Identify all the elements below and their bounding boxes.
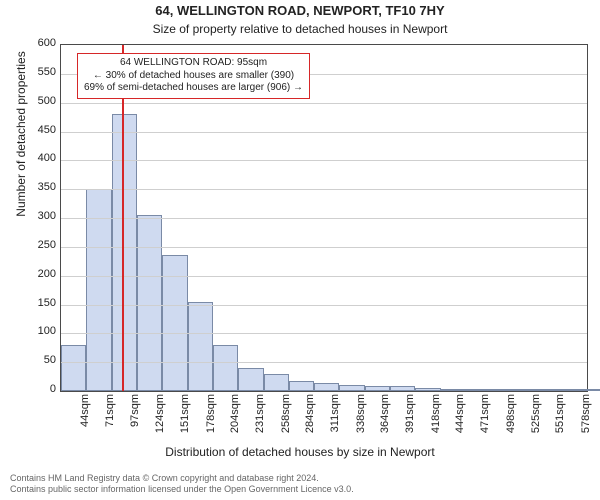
caption-line-2: Contains public sector information licen… — [10, 484, 354, 496]
x-tick: 231sqm — [254, 394, 266, 444]
histogram-bar — [542, 389, 567, 391]
y-tick: 400 — [24, 152, 56, 164]
x-tick: 551sqm — [554, 394, 566, 444]
chart-title-main: 64, WELLINGTON ROAD, NEWPORT, TF10 7HY — [0, 3, 600, 18]
gridline — [61, 132, 587, 133]
histogram-bar — [390, 386, 415, 391]
gridline — [61, 276, 587, 277]
x-tick: 418sqm — [430, 394, 442, 444]
y-tick: 600 — [24, 37, 56, 49]
histogram-bar — [415, 388, 440, 391]
x-tick: 97sqm — [129, 394, 141, 444]
histogram-bar — [365, 386, 390, 391]
y-tick: 0 — [24, 383, 56, 395]
y-tick: 500 — [24, 95, 56, 107]
x-tick: 204sqm — [229, 394, 241, 444]
info-line-3: 69% of semi-detached houses are larger (… — [84, 82, 303, 95]
y-tick: 150 — [24, 297, 56, 309]
info-line-1: 64 WELLINGTON ROAD: 95sqm — [84, 57, 303, 70]
y-tick: 550 — [24, 66, 56, 78]
histogram-bar — [441, 389, 466, 391]
histogram-bar — [61, 345, 86, 391]
histogram-bar — [112, 114, 137, 391]
x-tick: 498sqm — [505, 394, 517, 444]
data-caption: Contains HM Land Registry data © Crown c… — [10, 473, 354, 496]
x-tick: 71sqm — [104, 394, 116, 444]
x-tick: 311sqm — [329, 394, 341, 444]
x-tick: 444sqm — [454, 394, 466, 444]
x-tick: 258sqm — [280, 394, 292, 444]
histogram-bar — [314, 383, 339, 391]
chart-title-sub: Size of property relative to detached ho… — [0, 22, 600, 36]
property-size-chart: 64, WELLINGTON ROAD, NEWPORT, TF10 7HY S… — [0, 0, 600, 500]
x-tick: 284sqm — [304, 394, 316, 444]
plot-area: 64 WELLINGTON ROAD: 95sqm ← 30% of detac… — [60, 44, 588, 392]
x-axis-label: Distribution of detached houses by size … — [0, 445, 600, 459]
x-tick: 578sqm — [580, 394, 592, 444]
gridline — [61, 189, 587, 190]
histogram-bar — [339, 385, 364, 391]
x-tick: 364sqm — [379, 394, 391, 444]
histogram-bar — [517, 389, 542, 391]
x-tick: 124sqm — [154, 394, 166, 444]
y-tick: 350 — [24, 181, 56, 193]
histogram-bar — [188, 302, 213, 391]
x-tick: 391sqm — [404, 394, 416, 444]
histogram-bar — [289, 381, 314, 391]
gridline — [61, 362, 587, 363]
gridline — [61, 247, 587, 248]
y-tick: 100 — [24, 325, 56, 337]
histogram-bar — [466, 389, 491, 391]
histogram-bar — [238, 368, 263, 391]
histogram-bar — [264, 374, 289, 391]
gridline — [61, 218, 587, 219]
histogram-bar — [137, 215, 162, 391]
y-tick: 450 — [24, 124, 56, 136]
gridline — [61, 103, 587, 104]
x-tick: 151sqm — [179, 394, 191, 444]
gridline — [61, 333, 587, 334]
y-tick: 50 — [24, 354, 56, 366]
gridline — [61, 160, 587, 161]
y-tick: 250 — [24, 239, 56, 251]
histogram-bar — [86, 189, 111, 391]
x-tick: 338sqm — [355, 394, 367, 444]
info-line-2: ← 30% of detached houses are smaller (39… — [84, 70, 303, 83]
y-tick: 200 — [24, 268, 56, 280]
histogram-bar — [491, 389, 516, 391]
x-tick: 178sqm — [205, 394, 217, 444]
x-tick: 44sqm — [79, 394, 91, 444]
gridline — [61, 305, 587, 306]
x-tick: 525sqm — [530, 394, 542, 444]
histogram-bar — [213, 345, 238, 391]
caption-line-1: Contains HM Land Registry data © Crown c… — [10, 473, 354, 485]
property-info-box: 64 WELLINGTON ROAD: 95sqm ← 30% of detac… — [77, 53, 310, 99]
x-tick: 471sqm — [479, 394, 491, 444]
y-tick: 300 — [24, 210, 56, 222]
histogram-bar — [567, 389, 592, 391]
histogram-bar — [593, 389, 600, 391]
